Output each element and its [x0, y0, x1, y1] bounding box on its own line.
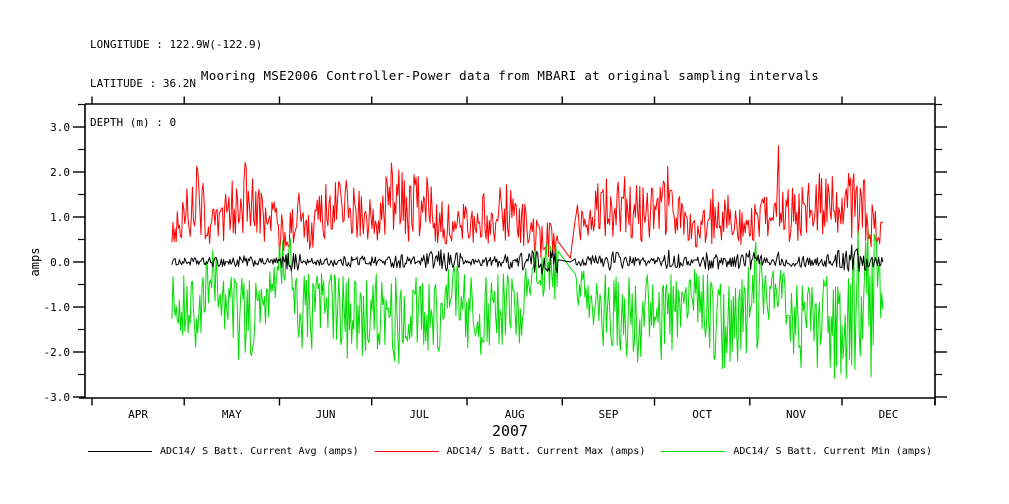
- max-line-swatch: [374, 451, 439, 452]
- legend-label-min: ADC14/ S Batt. Current Min (amps): [733, 446, 933, 457]
- page-title: Mooring MSE2006 Controller-Power data fr…: [200, 68, 820, 83]
- legend-item-min: ADC14/ S Batt. Current Min (amps): [661, 446, 932, 457]
- legend-label-avg: ADC14/ S Batt. Current Avg (amps): [159, 446, 359, 457]
- series-max-line: [171, 145, 884, 259]
- month-label: APR: [128, 408, 148, 421]
- month-label: OCT: [692, 408, 712, 421]
- series-min-line: [171, 227, 884, 379]
- y-tick-label: -1.0: [44, 301, 71, 314]
- month-label: AUG: [505, 408, 525, 421]
- month-label: JUN: [316, 408, 336, 421]
- y-tick-label: 3.0: [50, 121, 70, 134]
- y-tick-label: -2.0: [44, 346, 71, 359]
- y-tick-label: 1.0: [50, 211, 70, 224]
- longitude-label: LONGITUDE : 122.9W(-122.9): [90, 38, 263, 51]
- month-label: SEP: [598, 408, 618, 421]
- avg-line-swatch: [87, 451, 152, 452]
- y-tick-label: 2.0: [50, 166, 70, 179]
- x-axis-year-label: 2007: [491, 422, 529, 440]
- y-tick-label: 0.0: [50, 256, 70, 269]
- month-label: JUL: [409, 408, 429, 421]
- y-tick-label: -3.0: [44, 391, 71, 404]
- series-avg-line: [171, 244, 884, 275]
- depth-label: DEPTH (m) : 0: [90, 116, 177, 129]
- legend-item-avg: ADC14/ S Batt. Current Avg (amps): [87, 446, 359, 457]
- legend-item-max: ADC14/ S Batt. Current Max (amps): [374, 446, 646, 457]
- month-label: NOV: [786, 408, 806, 421]
- station-info-block: LONGITUDE : 122.9W(-122.9) LATITUDE : 36…: [90, 12, 262, 155]
- legend-label-max: ADC14/ S Batt. Current Max (amps): [446, 446, 646, 457]
- min-line-swatch: [661, 451, 726, 452]
- legend: ADC14/ S Batt. Current Avg (amps) ADC14/…: [85, 446, 935, 457]
- month-label: DEC: [879, 408, 899, 421]
- month-label: MAY: [222, 408, 242, 421]
- latitude-label: LATITUDE : 36.2N: [90, 77, 196, 90]
